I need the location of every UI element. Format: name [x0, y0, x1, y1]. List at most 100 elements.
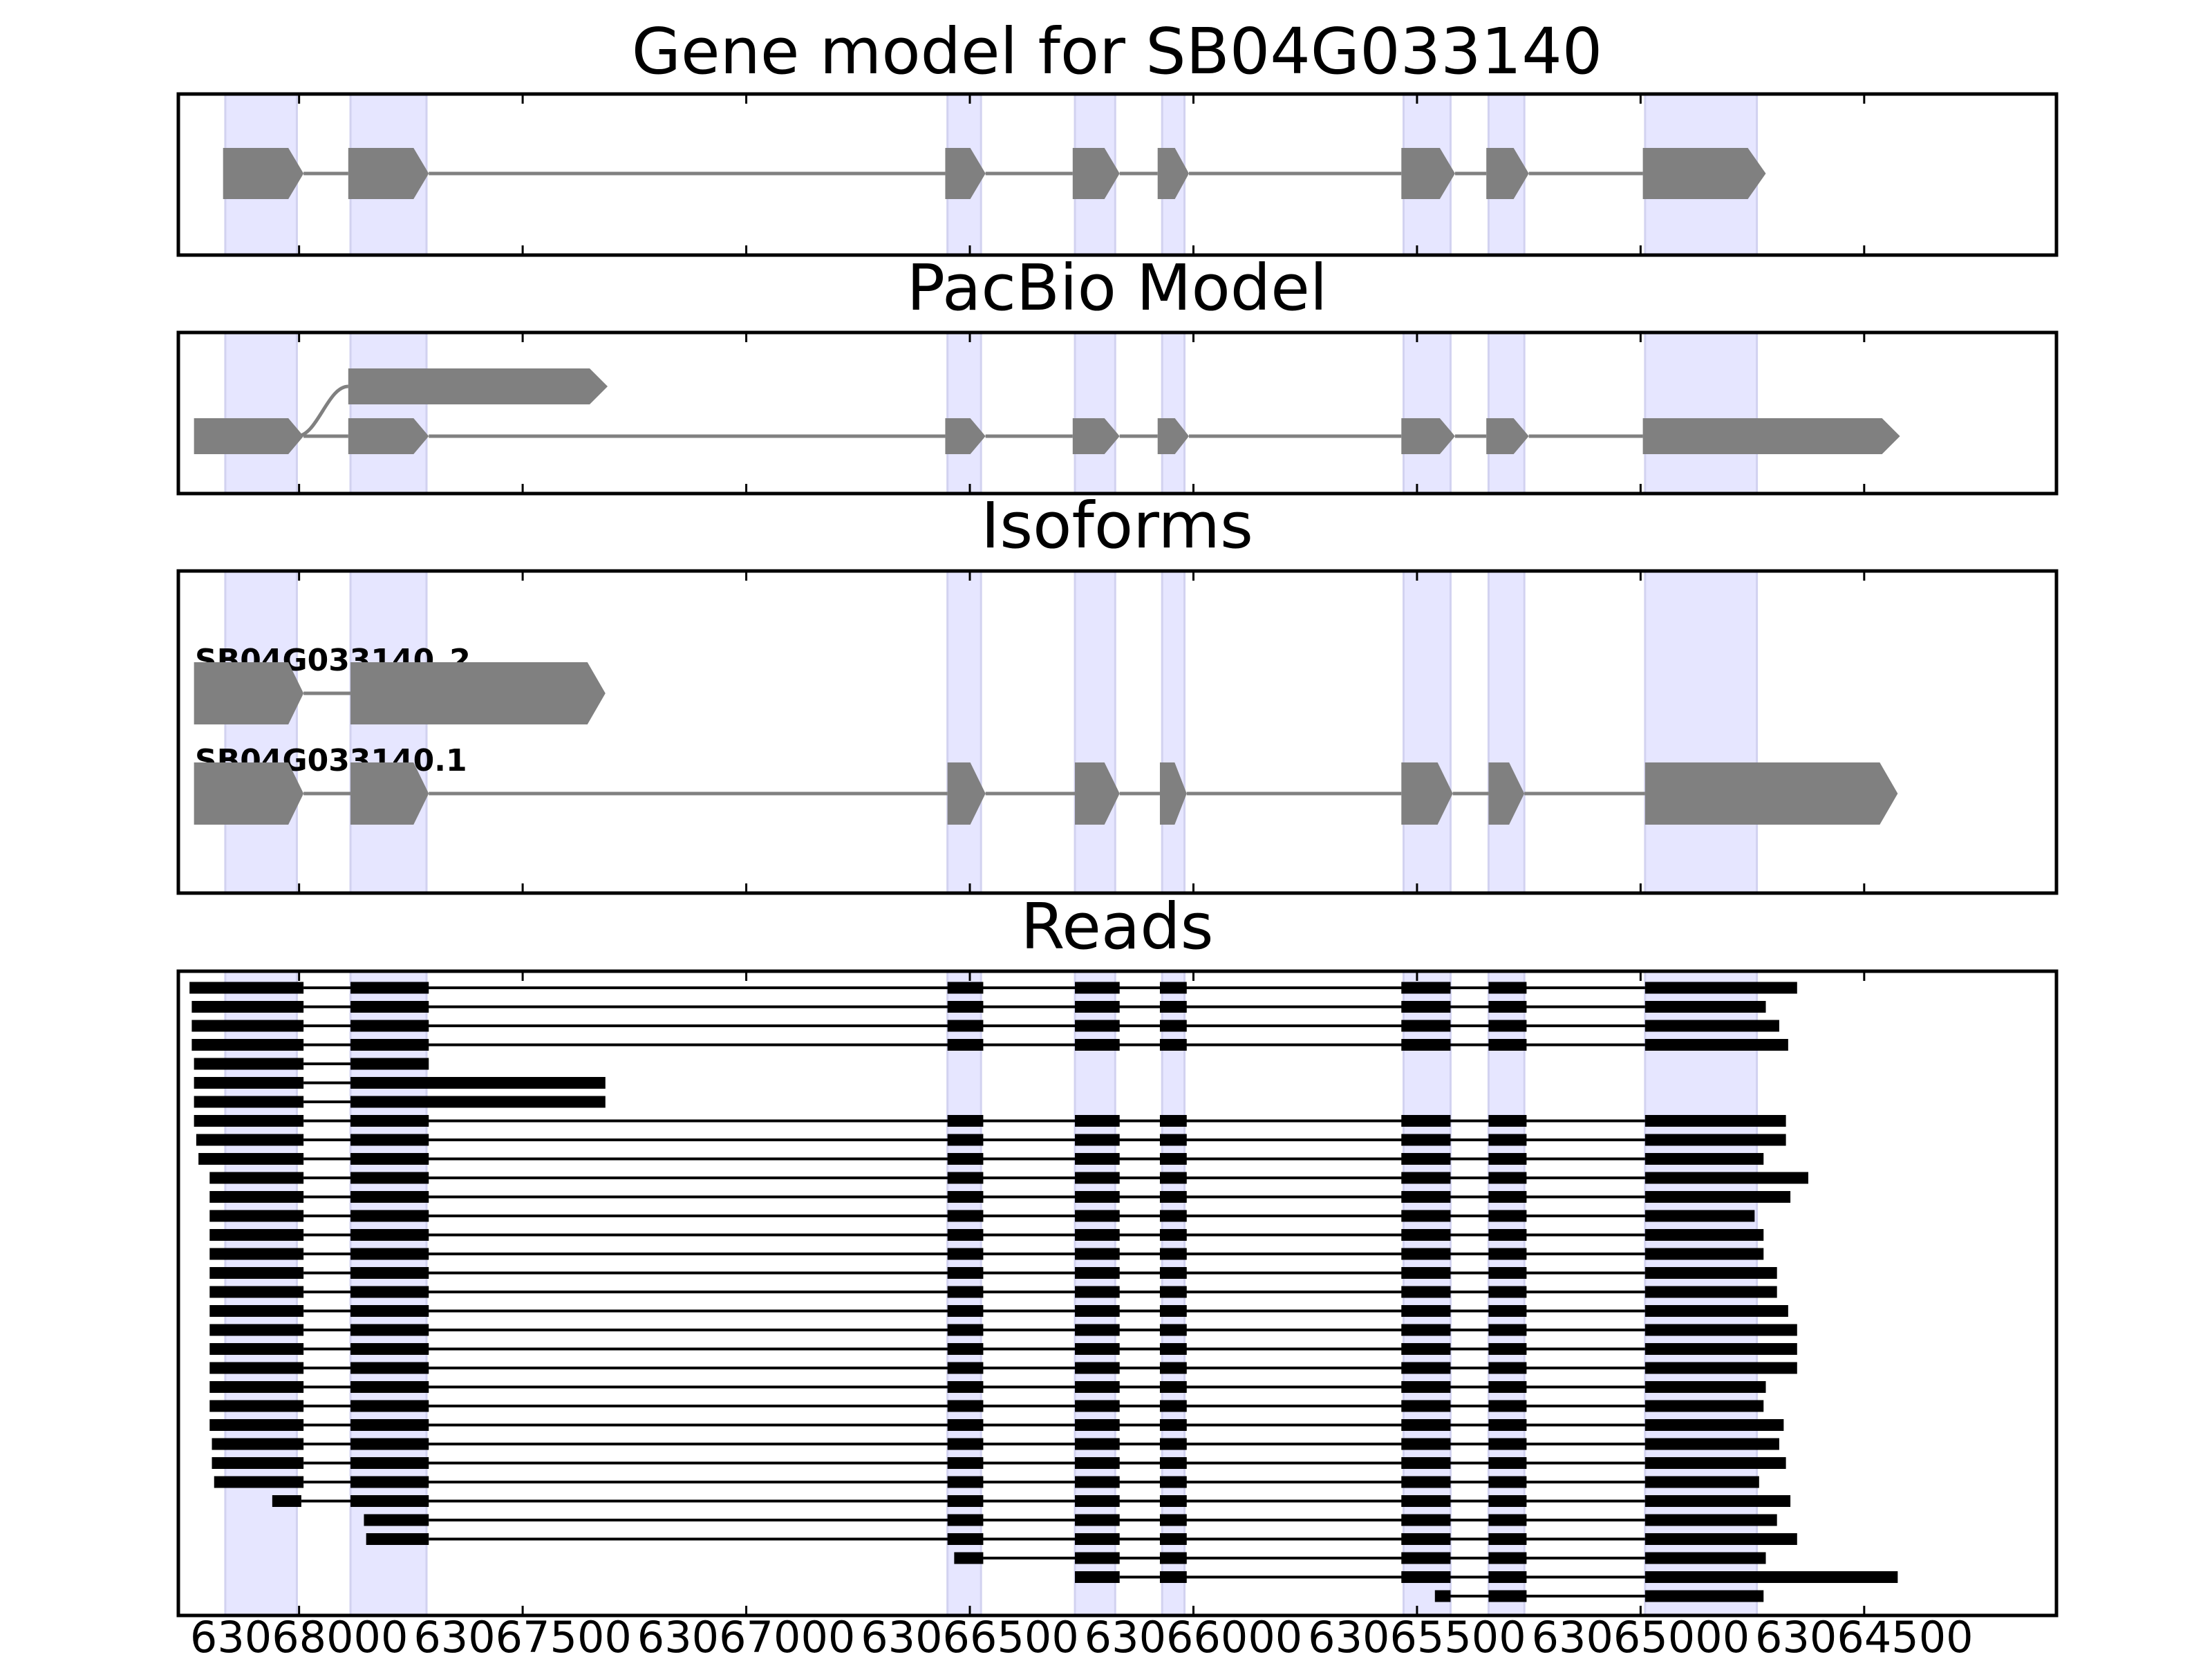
read-block	[1488, 982, 1527, 994]
read-block	[350, 1476, 429, 1488]
read-block	[350, 1419, 429, 1431]
read-block	[209, 1343, 304, 1355]
read-block	[1488, 1476, 1527, 1488]
read-block	[947, 1286, 984, 1298]
x-tick-label: 63066500	[861, 1612, 1079, 1659]
read-block	[350, 1077, 606, 1089]
read-block	[1159, 1419, 1187, 1431]
read-block	[350, 1039, 429, 1051]
read-block	[1075, 1533, 1120, 1545]
read-block	[1488, 1267, 1527, 1279]
read-block	[1159, 1514, 1187, 1526]
pacbio-exon	[1642, 418, 1900, 454]
read-block	[1401, 1362, 1451, 1374]
read-block	[1488, 1191, 1527, 1203]
read-block	[194, 1115, 304, 1127]
read-block	[209, 1324, 304, 1336]
read-block	[947, 1533, 984, 1545]
read-block	[350, 1343, 429, 1355]
read-row	[209, 1267, 1777, 1279]
isoform-1-exon	[1159, 762, 1187, 825]
read-block	[1488, 1172, 1527, 1184]
read-row	[212, 1438, 1779, 1450]
read-block	[1488, 1153, 1527, 1165]
read-block	[1401, 1552, 1451, 1564]
read-block	[272, 1495, 301, 1507]
read-block	[1401, 1172, 1451, 1184]
read-block	[350, 982, 429, 994]
read-block	[1401, 1343, 1451, 1355]
read-block	[1159, 1362, 1187, 1374]
gene-model-exon	[1072, 148, 1120, 199]
read-block	[1075, 1476, 1120, 1488]
read-block	[1075, 1286, 1120, 1298]
read-block	[947, 1419, 984, 1431]
read-block	[1159, 982, 1187, 994]
read-block	[1401, 1419, 1451, 1431]
read-row	[196, 1134, 1786, 1146]
read-block	[194, 1077, 304, 1089]
isoforms-panel: SB04G033140_2 SB04G033140.1	[176, 569, 2059, 895]
read-row	[198, 1153, 1764, 1165]
read-block	[1488, 1134, 1527, 1146]
read-block	[947, 1191, 984, 1203]
read-block	[194, 1058, 304, 1070]
read-block	[350, 1362, 429, 1374]
read-block	[1159, 1495, 1187, 1507]
x-tick-label: 63066000	[1085, 1612, 1303, 1659]
read-row	[954, 1552, 1766, 1564]
read-block	[1644, 1495, 1791, 1507]
read-block	[350, 1001, 429, 1013]
read-block	[1401, 1229, 1451, 1241]
read-block	[947, 1457, 984, 1469]
read-row	[194, 1058, 429, 1070]
pacbio-exon	[945, 418, 986, 454]
gene-model-exon	[348, 148, 429, 199]
x-axis: 63068000 63067500 63067000 63066500 63066000…	[190, 1612, 1974, 1659]
pacbio-branch-exon	[348, 368, 608, 404]
read-block	[1075, 1172, 1120, 1184]
gene-model-exon	[1401, 148, 1455, 199]
read-block	[1075, 1267, 1120, 1279]
isoform-1-exon	[194, 762, 304, 825]
read-block	[1075, 1229, 1120, 1241]
x-tick-label: 63067000	[637, 1612, 856, 1659]
read-block	[947, 1172, 984, 1184]
exon-band	[946, 331, 982, 495]
read-block	[1401, 1115, 1451, 1127]
read-block	[209, 1267, 304, 1279]
exon-band	[1403, 331, 1452, 495]
read-block	[209, 1191, 304, 1203]
read-block	[1075, 982, 1120, 994]
read-block	[1075, 1191, 1120, 1203]
read-block	[1644, 1571, 1898, 1583]
read-block	[350, 1438, 429, 1450]
read-block	[1488, 1381, 1527, 1393]
read-block	[1075, 1001, 1120, 1013]
gene-model-title: Gene model for SB04G033140	[632, 15, 1603, 88]
read-row	[209, 1248, 1764, 1260]
read-block	[947, 1324, 984, 1336]
gene-model-exon	[223, 148, 304, 199]
pacbio-exon	[1401, 418, 1455, 454]
read-block	[1644, 1210, 1755, 1222]
read-block	[1644, 1172, 1808, 1184]
read-block	[209, 1229, 304, 1241]
read-block	[1644, 1267, 1777, 1279]
isoform-1-exon	[350, 762, 429, 825]
isoform-2-exon	[194, 662, 304, 724]
read-row	[209, 1191, 1791, 1203]
read-block	[1159, 1115, 1187, 1127]
read-block	[947, 1248, 984, 1260]
read-row	[364, 1514, 1777, 1526]
read-block	[954, 1552, 984, 1564]
read-block	[1401, 1514, 1451, 1526]
read-block	[350, 1058, 429, 1070]
read-row	[212, 1457, 1786, 1469]
read-block	[1644, 1134, 1786, 1146]
isoform-1-exon	[1075, 762, 1120, 825]
read-block	[1075, 1134, 1120, 1146]
read-block	[1488, 1495, 1527, 1507]
read-block	[1159, 1552, 1187, 1564]
read-row	[1075, 1571, 1898, 1583]
